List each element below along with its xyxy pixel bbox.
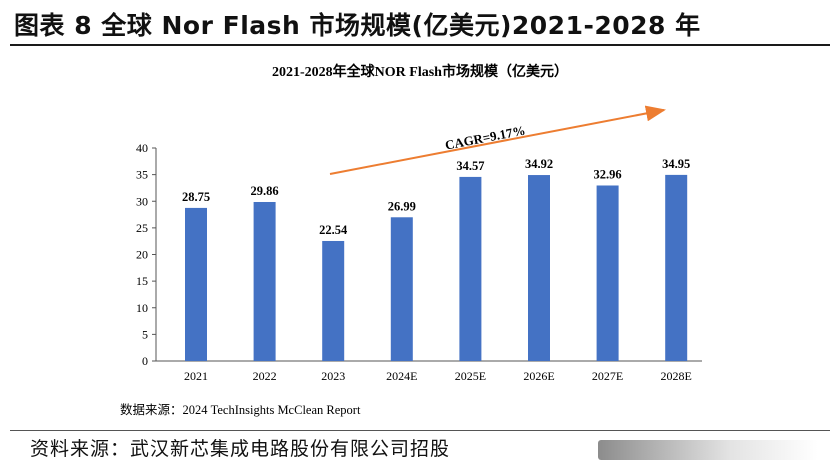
- figure-title: 图表 8 全球 Nor Flash 市场规模(亿美元)2021-2028 年: [14, 11, 701, 40]
- cagr-annotation: CAGR=9.17%: [444, 122, 527, 152]
- data-label-2028E: 34.95: [662, 157, 690, 171]
- bar-2028E: [665, 174, 688, 361]
- bar-2026E: [528, 175, 550, 361]
- chart-title: 2021-2028年全球NOR Flash市场规模（亿美元）: [272, 63, 568, 80]
- y-tick-label: 35: [136, 168, 148, 182]
- y-tick-label: 10: [136, 301, 148, 315]
- data-label-2022: 29.86: [251, 184, 279, 198]
- data-label-2025E: 34.57: [456, 159, 484, 173]
- data-label-2021: 28.75: [182, 190, 210, 204]
- y-tick-label: 15: [136, 274, 148, 288]
- footer-divider: [10, 430, 830, 431]
- bar-chart: 2021-2028年全球NOR Flash市场规模（亿美元） 051015202…: [120, 63, 702, 417]
- data-label-2023: 22.54: [319, 223, 348, 237]
- bar-2023: [322, 240, 345, 361]
- data-label-2024E: 26.99: [388, 199, 416, 213]
- x-tick-label-2021: 2021: [184, 369, 208, 383]
- x-tick-label-2027E: 2027E: [592, 369, 623, 383]
- title-divider: [10, 44, 830, 46]
- obscured-text: [598, 440, 818, 460]
- bar-2025E: [459, 176, 482, 361]
- bar-2022: [253, 201, 276, 361]
- bar-2024E: [390, 217, 413, 361]
- x-tick-label-2028E: 2028E: [661, 369, 692, 383]
- data-source: 数据来源：2024 TechInsights McClean Report: [120, 402, 361, 417]
- y-tick-label: 20: [136, 248, 148, 262]
- y-tick-label: 40: [136, 141, 148, 155]
- data-label-2026E: 34.92: [525, 157, 553, 171]
- footer-source: 资料来源：武汉新芯集成电路股份有限公司招股: [30, 438, 451, 460]
- bar-2021: [185, 207, 207, 361]
- y-tick-label: 0: [142, 354, 148, 368]
- data-label-2027E: 32.96: [594, 167, 622, 181]
- x-tick-label-2022: 2022: [253, 369, 277, 383]
- y-tick-label: 5: [142, 327, 148, 341]
- x-tick-label-2025E: 2025E: [455, 369, 486, 383]
- y-tick-label: 30: [136, 194, 148, 208]
- x-tick-label-2026E: 2026E: [523, 369, 554, 383]
- chart-container: 2021-2028年全球NOR Flash市场规模（亿美元） 0 5 10 15 20 2…: [0, 46, 840, 430]
- x-tick-label-2024E: 2024E: [386, 369, 417, 383]
- cagr-arrow: [329, 105, 666, 175]
- y-tick-label: 25: [136, 221, 148, 235]
- bar-2027E: [596, 185, 619, 361]
- x-tick-label-2023: 2023: [321, 369, 345, 383]
